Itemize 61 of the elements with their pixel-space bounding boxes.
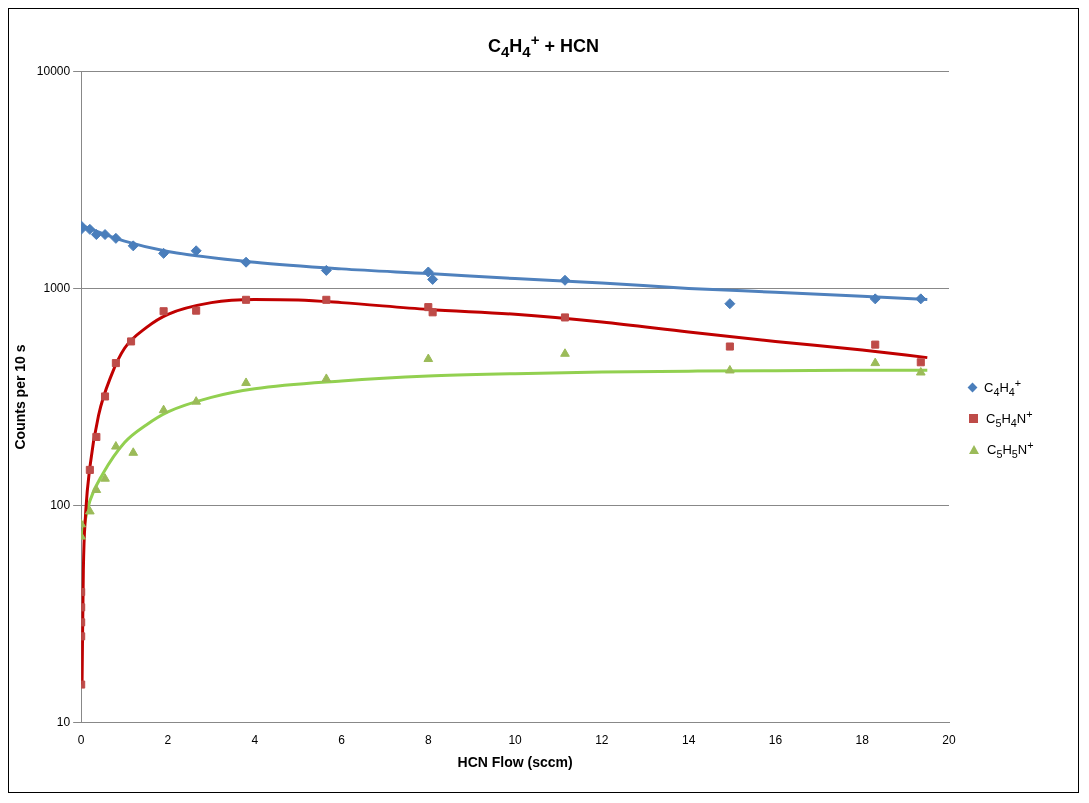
point <box>916 358 925 367</box>
y-tick-label: 10000 <box>36 63 71 78</box>
point <box>111 441 121 450</box>
point <box>127 337 136 346</box>
point <box>85 465 94 474</box>
point <box>101 392 110 401</box>
point <box>92 432 101 442</box>
y-tick-label: 100 <box>50 497 71 512</box>
point <box>192 306 201 315</box>
y-tick-label: 10 <box>56 715 71 730</box>
point <box>159 307 168 316</box>
point <box>871 340 880 349</box>
point <box>322 295 331 304</box>
point <box>320 264 332 276</box>
point <box>91 484 102 493</box>
x-tick-label: 2 <box>164 733 172 748</box>
point <box>724 298 736 310</box>
point <box>127 240 139 252</box>
point <box>559 274 571 286</box>
x-tick-label: 8 <box>424 733 432 748</box>
point <box>85 505 95 515</box>
legend-label: C$_{5}$H$_{4}$N$^{+}$ <box>986 408 1033 429</box>
y-tick-label: 1000 <box>43 280 71 295</box>
point <box>191 396 201 405</box>
point <box>84 223 96 235</box>
point <box>725 364 735 374</box>
x-tick-label: 16 <box>768 733 783 748</box>
point <box>158 247 170 259</box>
x-tick-label: 6 <box>338 733 346 748</box>
x-tick-label: 10 <box>508 733 523 748</box>
point <box>560 348 570 357</box>
x-tick-label: 4 <box>251 733 259 748</box>
point <box>90 229 102 241</box>
legend-label: C$_{5}$H$_{5}$N$^{+}$ <box>987 438 1034 460</box>
point <box>915 367 926 376</box>
point <box>111 359 120 368</box>
point <box>100 473 110 482</box>
x-tick-label: 20 <box>942 733 956 748</box>
point <box>321 373 332 382</box>
x-tick-label: 14 <box>681 733 696 748</box>
point <box>190 245 202 257</box>
point <box>241 377 251 386</box>
x-tick-label: 18 <box>855 733 870 748</box>
point <box>240 256 252 268</box>
point <box>99 229 111 241</box>
point <box>869 293 881 305</box>
x-tick-label: 12 <box>595 733 609 748</box>
point <box>423 353 434 363</box>
point <box>428 308 437 317</box>
point <box>560 313 570 322</box>
point <box>242 295 251 304</box>
chart-title: C$_{4}$H$_{4}$$^{+}$ + HCN <box>487 30 600 61</box>
point <box>422 266 434 278</box>
point <box>158 404 169 414</box>
x-axis-title: HCN Flow (sccm) <box>457 754 573 771</box>
point <box>128 447 139 456</box>
point <box>110 232 122 244</box>
point <box>725 342 734 351</box>
x-tick-label: 0 <box>77 733 85 748</box>
y-axis-title: Counts per 10 s <box>12 344 29 450</box>
point <box>870 357 881 367</box>
